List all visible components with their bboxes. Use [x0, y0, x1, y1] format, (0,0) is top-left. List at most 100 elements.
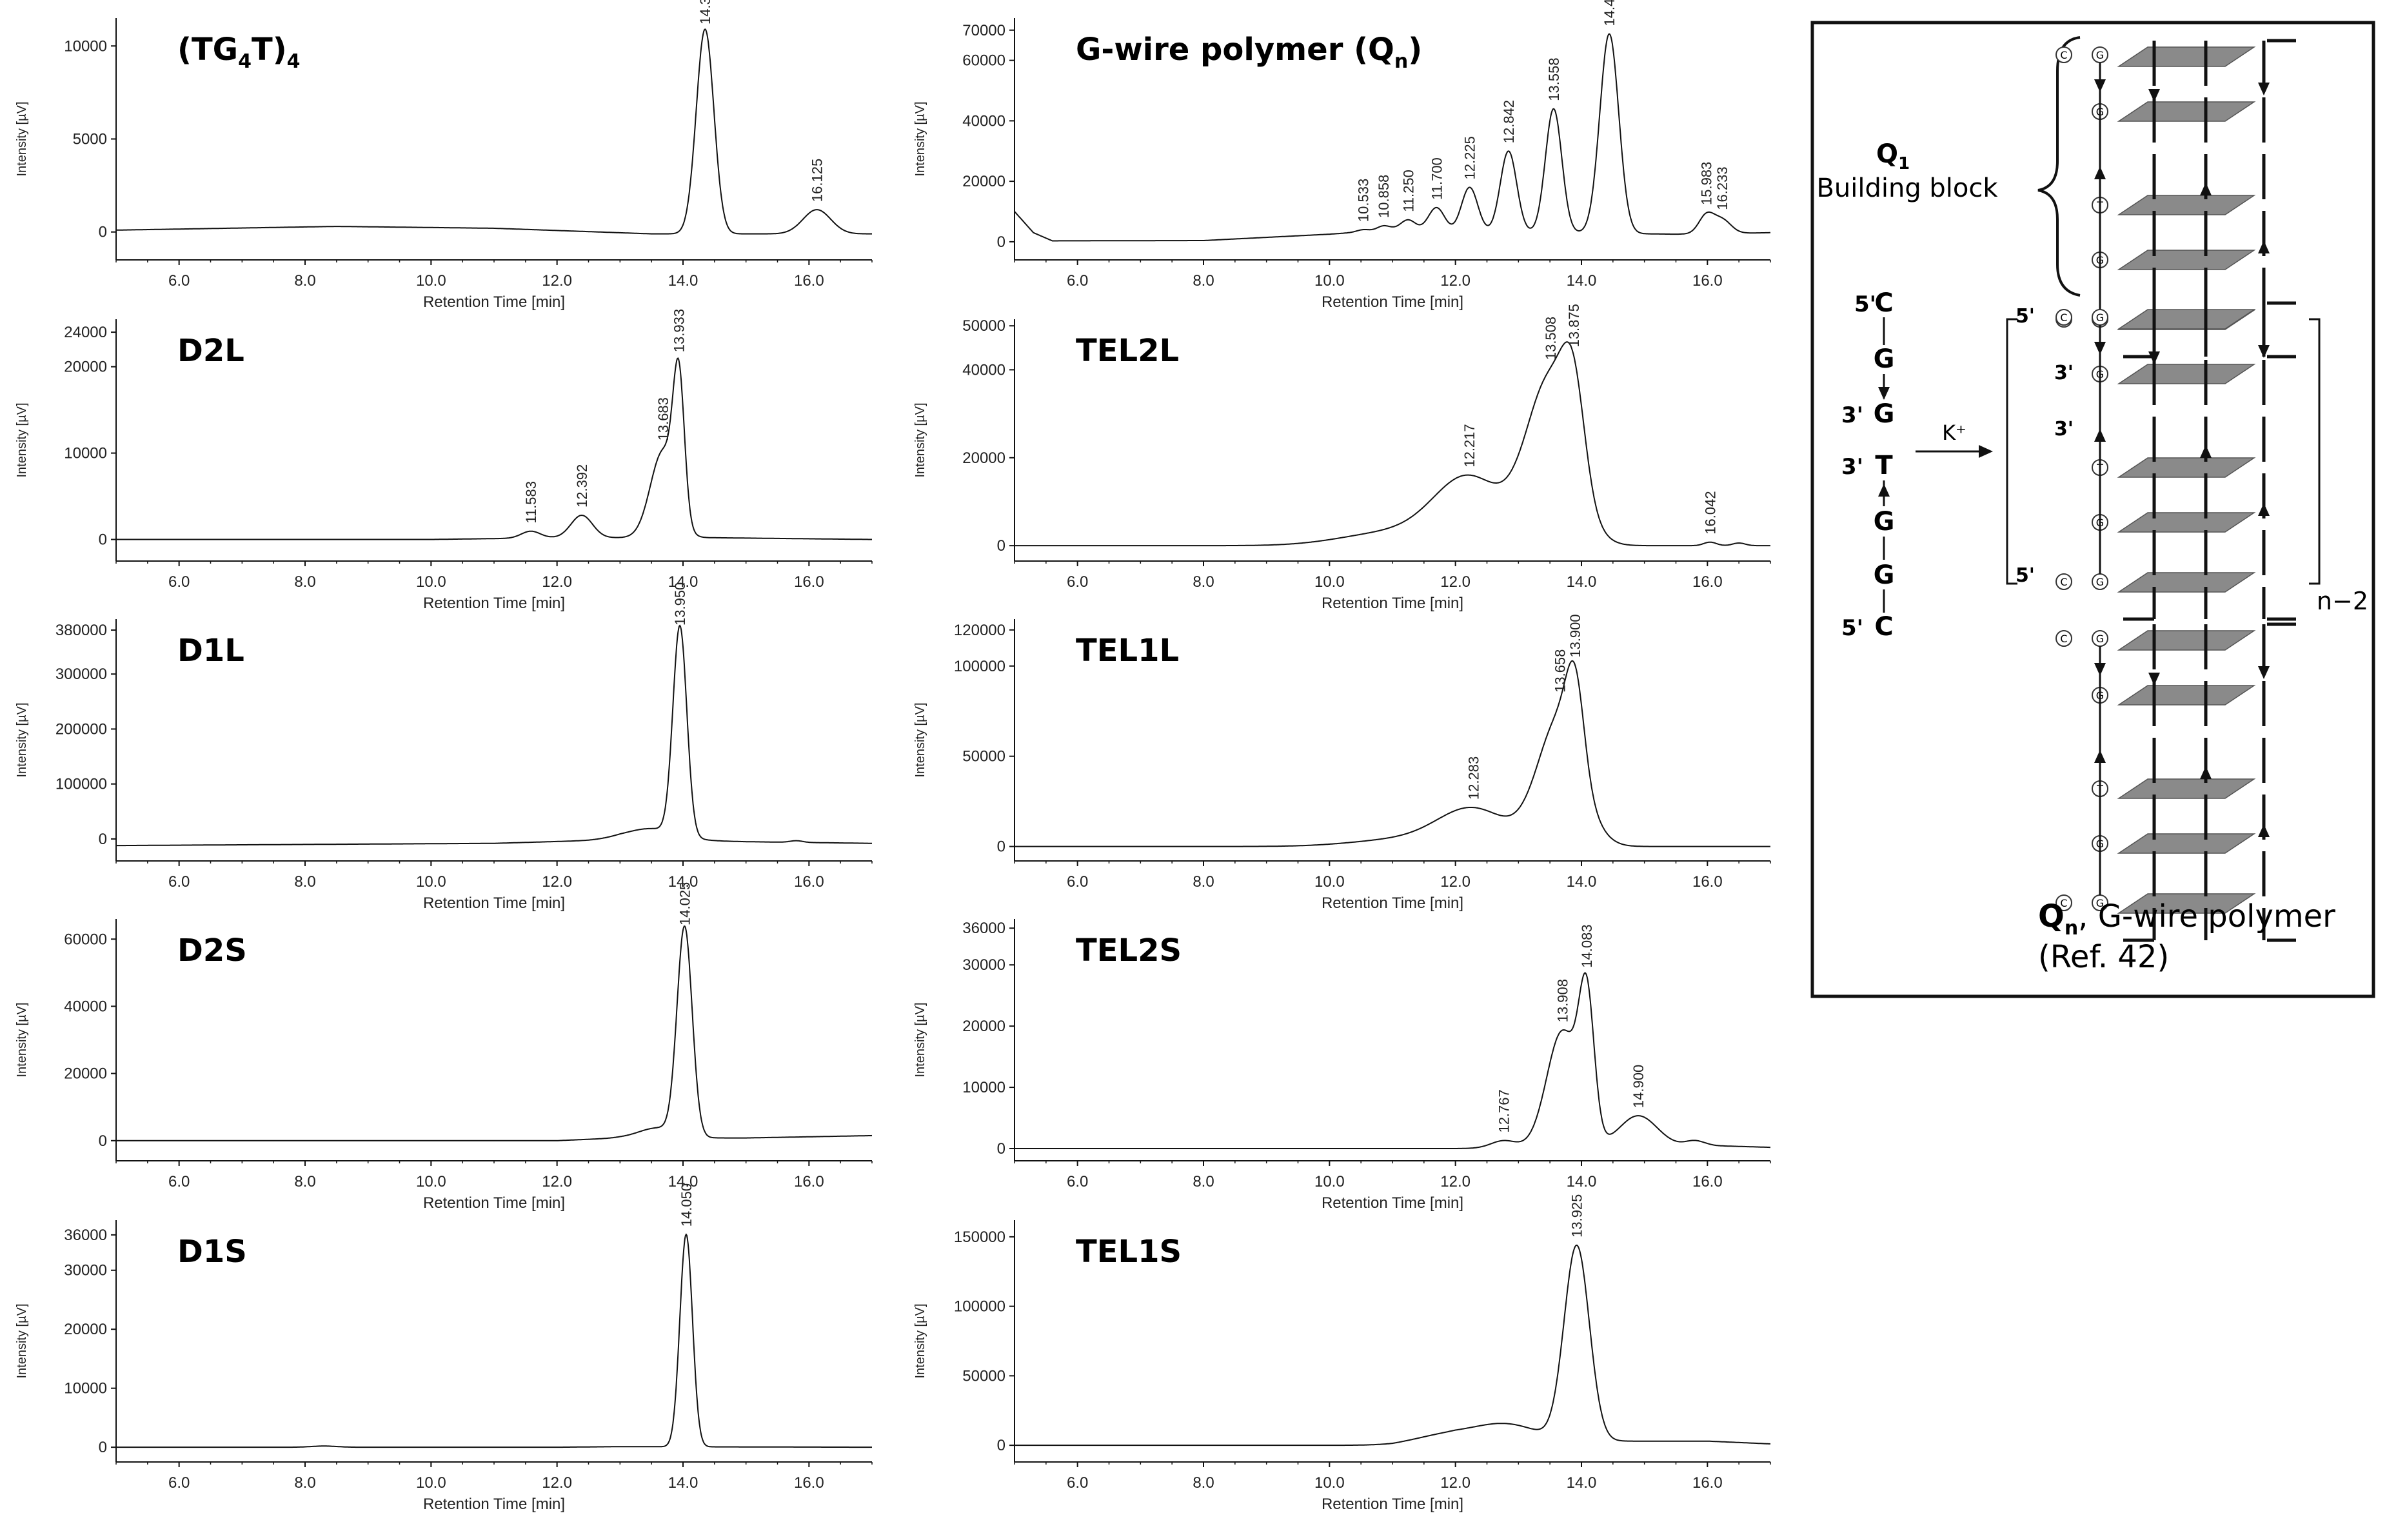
- y-tick-label-3: 60000: [962, 52, 1005, 70]
- y-tick-label-3: 300000: [55, 666, 107, 683]
- x-tick-label-0: 6.0: [1067, 873, 1088, 891]
- chromatogram-panel-1: 6.0 8.0 10.0 12.0 14.0 16.0 Retention Time [mi…: [913, 0, 1771, 311]
- strand-arrow-up-icon: [2200, 445, 2212, 458]
- x-axis-label: Retention Time [min]: [1322, 1496, 1463, 1513]
- x-tick-label-1: 8.0: [294, 873, 315, 891]
- x-tick-label-3: 12.0: [542, 1474, 572, 1492]
- x-tick-label-2: 10.0: [416, 272, 446, 290]
- y-tick-label-1: 10000: [64, 445, 107, 462]
- tetrad-plane: [2117, 309, 2256, 330]
- y-tick-label-1: 20000: [64, 1065, 107, 1083]
- chromatogram-panel-5: 6.0 8.0 10.0 12.0 14.0 16.0 Retention Time [mi…: [913, 614, 1771, 912]
- nucleotide-circle: [2055, 630, 2072, 647]
- strand-arrow-down-icon: [2258, 83, 2270, 95]
- strand-3prime-b: 3': [1841, 454, 1863, 480]
- tetrad-plane: [2117, 101, 2256, 122]
- x-tick-label-3: 12.0: [542, 573, 572, 591]
- peak-label-0: 14.050: [678, 1183, 695, 1227]
- strand-arrow-up-icon: [2094, 750, 2106, 763]
- y-tick-label-0: 0: [997, 1140, 1005, 1158]
- panel-title: TEL1L: [1076, 633, 1179, 669]
- stack-3prime-b: 3': [2054, 418, 2074, 440]
- x-tick-label-4: 14.0: [1567, 272, 1597, 290]
- x-tick-label-3: 12.0: [1440, 1474, 1471, 1492]
- peak-label-0: 12.217: [1461, 424, 1478, 467]
- y-tick-label-1: 20000: [962, 449, 1005, 467]
- nucleotide-circle: [2055, 573, 2072, 590]
- tetrad-plane: [2117, 685, 2256, 706]
- x-tick-label-3: 12.0: [542, 873, 572, 891]
- repeat-bracket-left: [2006, 318, 2017, 585]
- panel-title: D1L: [177, 633, 244, 669]
- panel-title: G-wire polymer (Qn): [1076, 32, 1422, 73]
- x-tick-label-4: 14.0: [1567, 873, 1597, 891]
- nucleotide-letter: C: [2060, 897, 2067, 909]
- strand-arrow-down-icon: [2148, 351, 2160, 364]
- panel-title: D1S: [177, 1234, 247, 1270]
- x-tick-label-1: 8.0: [294, 573, 315, 591]
- x-tick-label-2: 10.0: [1314, 873, 1345, 891]
- y-tick-label-1: 50000: [962, 748, 1005, 765]
- strand-arrow-up: [1878, 484, 1890, 497]
- peak-label-1: 12.392: [574, 464, 590, 508]
- y-tick-label-0: 0: [99, 224, 107, 241]
- trace-line: [1015, 660, 1770, 847]
- y-tick-label-0: 0: [997, 1437, 1005, 1454]
- panel-title: TEL1S: [1076, 1234, 1182, 1270]
- x-axis-label: Retention Time [min]: [423, 1496, 565, 1513]
- y-tick-label-3: 30000: [64, 1262, 107, 1279]
- nucleotide-letter: G: [2096, 897, 2104, 909]
- strand-arrow-down-icon: [2148, 89, 2160, 102]
- y-tick-label-2: 40000: [962, 112, 1005, 130]
- y-tick-label-2: 20000: [64, 359, 107, 376]
- loop-connectors: [2123, 39, 2296, 359]
- x-tick-label-0: 6.0: [168, 1173, 190, 1190]
- x-tick-label-0: 6.0: [1067, 272, 1088, 290]
- y-tick-label-2: 40000: [64, 998, 107, 1015]
- x-tick-label-1: 8.0: [1193, 1474, 1214, 1492]
- y-tick-label-0: 0: [997, 537, 1005, 555]
- nucleotide-letter: G: [2096, 49, 2104, 61]
- peak-label-4: 16.042: [1702, 491, 1718, 534]
- y-tick-label-1: 20000: [962, 173, 1005, 190]
- strand-arrow-up-icon: [2258, 503, 2270, 516]
- peak-label-7: 14.442: [1601, 0, 1618, 26]
- trace-line: [116, 925, 873, 1141]
- tetrad-plane: [2117, 195, 2256, 215]
- y-tick-label-0: 0: [99, 1439, 107, 1456]
- chromatogram-panel-2: 6.0 8.0 10.0 12.0 14.0 16.0 Retention Time [mi…: [15, 309, 873, 612]
- y-tick-label-0: 0: [997, 233, 1005, 251]
- strand-arrow-up-icon: [2094, 429, 2106, 442]
- peak-label-0: 14.350: [697, 0, 713, 25]
- loop-connectors: [2123, 301, 2296, 621]
- y-axis-label: Intensity [µV]: [15, 402, 29, 477]
- qn-label: Qn, G-wire polymer: [2038, 898, 2335, 940]
- x-tick-label-2: 10.0: [1314, 1173, 1345, 1190]
- y-tick-label-4: 36000: [962, 920, 1005, 937]
- nucleotide-letter: C: [2060, 311, 2067, 324]
- chromatogram-panel-3: 6.0 8.0 10.0 12.0 14.0 16.0 Retention Time [mi…: [913, 304, 1771, 612]
- q1-brace: [2037, 36, 2081, 297]
- x-tick-label-3: 12.0: [1440, 873, 1471, 891]
- peak-label-5: 12.842: [1501, 100, 1517, 143]
- y-tick-label-2: 40000: [962, 361, 1005, 379]
- y-tick-label-2: 100000: [954, 658, 1005, 675]
- x-tick-label-2: 10.0: [1314, 272, 1345, 290]
- peak-label-2: 13.875: [1566, 304, 1582, 347]
- x-tick-label-3: 12.0: [542, 1173, 572, 1190]
- x-tick-label-5: 16.0: [794, 1173, 824, 1190]
- peak-label-1: 13.908: [1555, 979, 1571, 1022]
- y-tick-label-2: 200000: [55, 720, 107, 738]
- peak-label-1: 13.658: [1552, 649, 1569, 693]
- strand-arrow-down-icon: [2258, 666, 2270, 679]
- chromatogram-grid: 6.0 8.0 10.0 12.0 14.0 16.0 Retention Time [mi…: [15, 0, 1771, 1513]
- y-axis-label: Intensity [µV]: [913, 1002, 927, 1077]
- x-tick-label-0: 6.0: [1067, 1173, 1088, 1190]
- nucleotide-letter: G: [2096, 311, 2104, 324]
- y-tick-label-1: 50000: [962, 1367, 1005, 1385]
- peak-label-1: 13.508: [1543, 317, 1559, 360]
- x-tick-label-4: 14.0: [668, 873, 698, 891]
- y-tick-label-2: 100000: [954, 1298, 1005, 1316]
- tetrad-plane: [2117, 512, 2256, 533]
